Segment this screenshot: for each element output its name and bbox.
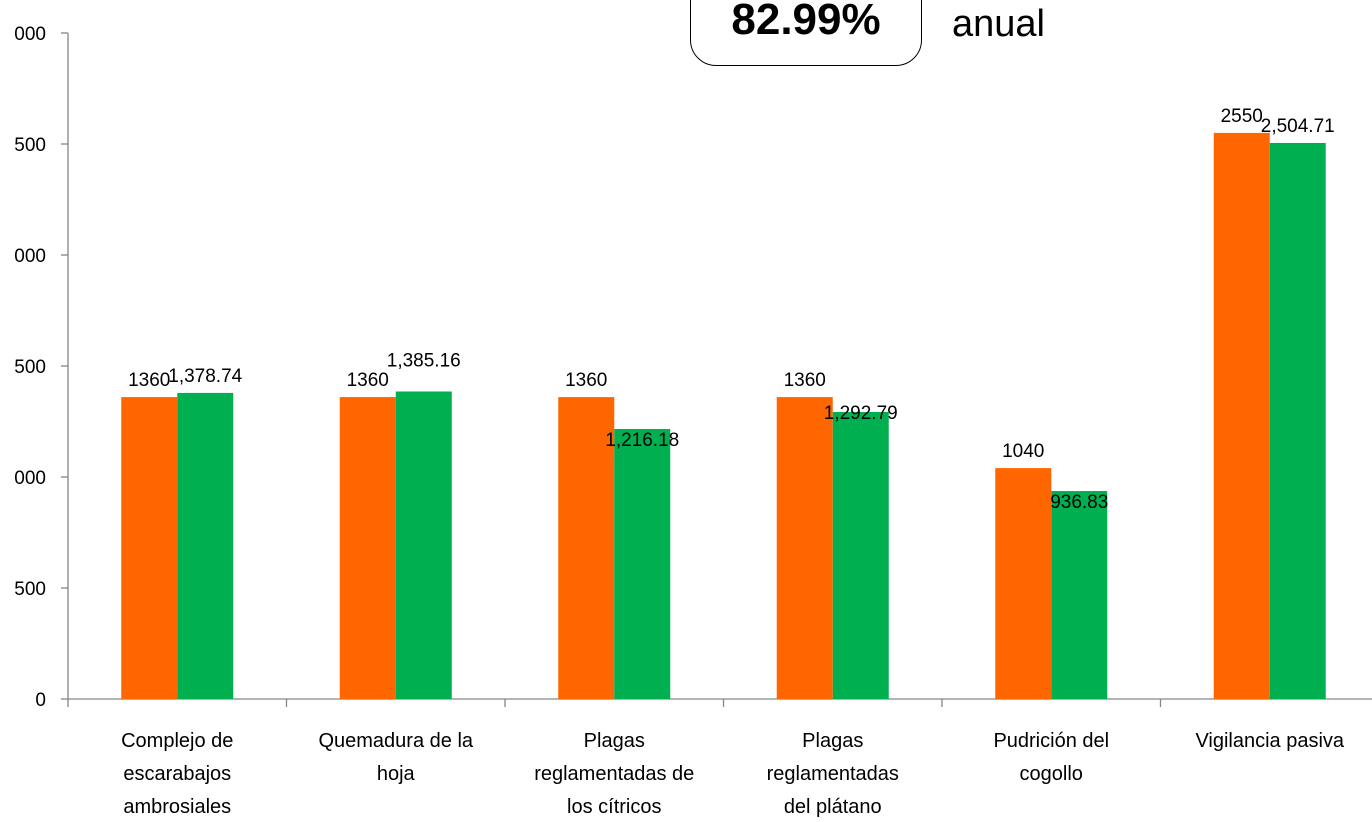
- bar: [614, 429, 671, 699]
- category-label-line: reglamentadas: [767, 763, 899, 785]
- category-label-line: Plagas: [584, 730, 645, 752]
- category-label: Complejo de escarabajos ambrosiales: [121, 730, 233, 818]
- category-label-line: los cítricos: [567, 796, 661, 818]
- category-label: Plagas reglamentadas de los cítricos: [534, 730, 694, 818]
- bar: [1213, 132, 1270, 699]
- bar: [776, 397, 833, 699]
- data-label: 1,378.74: [168, 366, 242, 387]
- data-label: 1360: [347, 370, 389, 391]
- y-tick-label: 500: [14, 135, 46, 156]
- category-label-line: Vigilancia pasiva: [1195, 730, 1344, 752]
- category-label: Vigilancia pasiva: [1195, 730, 1344, 752]
- y-tick-label: 0: [35, 690, 46, 711]
- category-label-line: ambrosiales: [123, 796, 231, 818]
- callout-value: 82.99%: [731, 0, 881, 44]
- y-tick-label: 000: [14, 24, 46, 45]
- bar: [121, 397, 178, 699]
- annual-percentage-callout: 82.99%: [690, 0, 922, 66]
- bar: [558, 397, 615, 699]
- category-label-line: escarabajos: [123, 763, 231, 785]
- bar: [177, 392, 234, 699]
- data-label: 1,385.16: [387, 350, 461, 371]
- data-label: 1,216.18: [605, 430, 679, 451]
- category-label-line: del plátano: [784, 796, 882, 818]
- category-label-line: hoja: [377, 763, 416, 785]
- y-tick-label: 000: [14, 246, 46, 267]
- data-label: 1040: [1002, 441, 1044, 462]
- data-label: 1360: [784, 370, 826, 391]
- category-label-line: Complejo de: [121, 730, 233, 752]
- bar: [1051, 491, 1108, 699]
- data-label: 2,504.71: [1261, 116, 1335, 137]
- bar: [339, 397, 396, 699]
- category-label-line: cogollo: [1020, 763, 1083, 785]
- category-label: Quemadura de la hoja: [318, 730, 473, 785]
- data-label: 1360: [128, 370, 170, 391]
- category-label-line: Plagas: [802, 730, 863, 752]
- data-label: 1360: [565, 370, 607, 391]
- bar: [995, 468, 1052, 699]
- category-label: Pudrición del cogollo: [993, 730, 1109, 785]
- y-tick-label: 500: [14, 579, 46, 600]
- category-label: Plagas reglamentadas del plátano: [767, 730, 899, 818]
- category-label-line: reglamentadas de: [534, 763, 694, 785]
- y-tick-label: 500: [14, 357, 46, 378]
- bar: [395, 391, 452, 699]
- data-label: 936.83: [1050, 492, 1108, 513]
- bar: [1269, 142, 1326, 700]
- callout-text: anual: [952, 3, 1045, 45]
- bar: [832, 412, 889, 699]
- category-label-line: Quemadura de la: [318, 730, 473, 752]
- data-label: 2550: [1221, 106, 1263, 127]
- category-label-line: Pudrición del: [993, 730, 1109, 752]
- y-tick-label: 000: [14, 468, 46, 489]
- data-label: 1,292.79: [824, 403, 898, 424]
